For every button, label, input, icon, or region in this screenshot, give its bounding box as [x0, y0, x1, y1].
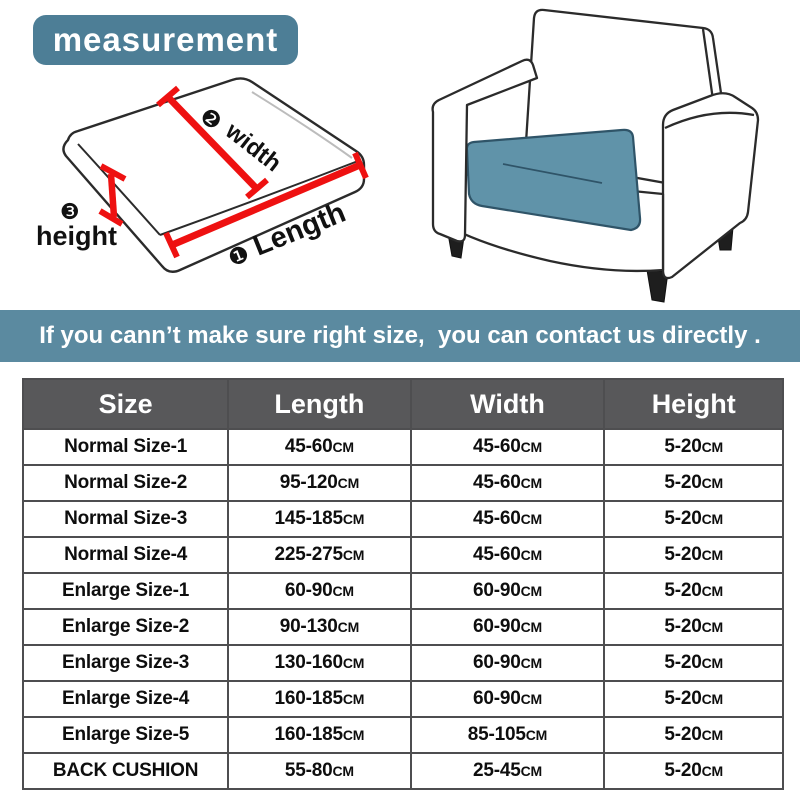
cushion-crease-lines	[77, 143, 359, 236]
cushion-shading-line	[251, 91, 353, 159]
table-row: Enlarge Size-4 160-185CM 60-90CM 5-20CM	[21, 680, 784, 718]
size-name-cell: Normal Size-2	[21, 464, 230, 502]
cushion-seam-line	[502, 163, 603, 184]
size-table-header-row: Size Length Width Height	[21, 378, 784, 430]
height-value-cell: 5-20CM	[603, 644, 784, 682]
size-name-cell: Enlarge Size-2	[21, 608, 230, 646]
height-number-badge: ❸	[60, 199, 80, 224]
table-row: Normal Size-2 95-120CM 45-60CM 5-20CM	[21, 464, 784, 502]
size-table-body: Normal Size-1 45-60CM 45-60CM 5-20CM Normal …	[21, 428, 784, 790]
height-value-cell: 5-20CM	[603, 572, 784, 610]
size-name-cell: Normal Size-3	[21, 500, 230, 538]
height-value-cell: 5-20CM	[603, 428, 784, 466]
contact-banner-text: If you cann’t make sure right size, you …	[39, 322, 761, 349]
measurement-badge: measurement	[33, 15, 298, 65]
width-value-cell: 60-90CM	[409, 680, 606, 718]
height-value-cell: 5-20CM	[603, 608, 784, 646]
table-row: Normal Size-3 145-185CM 45-60CM 5-20CM	[21, 500, 784, 538]
length-value-cell: 160-185CM	[227, 680, 412, 718]
width-value-cell: 85-105CM	[409, 716, 606, 754]
cushion-measurement-diagram: ❷ width ❶ Length ❸ height	[36, 77, 369, 273]
armchair-illustration	[431, 8, 760, 303]
table-row: Normal Size-4 225-275CM 45-60CM 5-20CM	[21, 536, 784, 574]
width-value-cell: 60-90CM	[409, 644, 606, 682]
chair-right-arm-ridge-line	[664, 111, 755, 130]
height-value-cell: 5-20CM	[603, 752, 784, 790]
header-size: Size	[21, 378, 230, 430]
width-value-cell: 45-60CM	[409, 428, 606, 466]
length-arrow	[163, 151, 369, 259]
height-arrow	[98, 163, 127, 227]
chair-backrest-fold-line	[701, 28, 715, 101]
length-value-cell: 60-90CM	[227, 572, 412, 610]
header-length: Length	[227, 378, 412, 430]
height-value-cell: 5-20CM	[603, 464, 784, 502]
table-row: BACK CUSHION 55-80CM 25-45CM 5-20CM	[21, 752, 784, 790]
width-value-cell: 45-60CM	[409, 536, 606, 574]
size-name-cell: Enlarge Size-4	[21, 680, 230, 718]
width-value-cell: 45-60CM	[409, 464, 606, 502]
width-value-cell: 60-90CM	[409, 572, 606, 610]
measurement-badge-label: measurement	[52, 21, 279, 58]
size-name-cell: Enlarge Size-3	[21, 644, 230, 682]
height-value-cell: 5-20CM	[603, 680, 784, 718]
height-label: height	[36, 221, 117, 251]
size-name-cell: Normal Size-1	[21, 428, 230, 466]
chair-left-arm	[431, 58, 539, 243]
table-row: Enlarge Size-5 160-185CM 85-105CM 5-20CM	[21, 716, 784, 754]
seat-cushion-shape	[465, 128, 642, 232]
table-row: Normal Size-1 45-60CM 45-60CM 5-20CM	[21, 428, 784, 466]
length-value-cell: 130-160CM	[227, 644, 412, 682]
length-value-cell: 45-60CM	[227, 428, 412, 466]
header-width: Width	[409, 378, 606, 430]
length-value-cell: 225-275CM	[227, 536, 412, 574]
length-value-cell: 145-185CM	[227, 500, 412, 538]
table-row: Enlarge Size-2 90-130CM 60-90CM 5-20CM	[21, 608, 784, 646]
width-value-cell: 25-45CM	[409, 752, 606, 790]
length-value-cell: 55-80CM	[227, 752, 412, 790]
size-table: Size Length Width Height Normal Size-1 45…	[21, 378, 784, 790]
size-name-cell: Enlarge Size-5	[21, 716, 230, 754]
size-name-cell: BACK CUSHION	[21, 752, 230, 790]
height-value-cell: 5-20CM	[603, 500, 784, 538]
length-value-cell: 160-185CM	[227, 716, 412, 754]
height-value-cell: 5-20CM	[603, 536, 784, 574]
length-value-cell: 95-120CM	[227, 464, 412, 502]
chair-right-arm	[661, 92, 760, 280]
table-row: Enlarge Size-1 60-90CM 60-90CM 5-20CM	[21, 572, 784, 610]
header-height: Height	[603, 378, 784, 430]
width-value-cell: 60-90CM	[409, 608, 606, 646]
size-name-cell: Normal Size-4	[21, 536, 230, 574]
height-value-cell: 5-20CM	[603, 716, 784, 754]
table-row: Enlarge Size-3 130-160CM 60-90CM 5-20CM	[21, 644, 784, 682]
width-value-cell: 45-60CM	[409, 500, 606, 538]
size-name-cell: Enlarge Size-1	[21, 572, 230, 610]
contact-banner: If you cann’t make sure right size, you …	[0, 310, 800, 362]
width-arrow	[156, 85, 269, 200]
length-value-cell: 90-130CM	[227, 608, 412, 646]
